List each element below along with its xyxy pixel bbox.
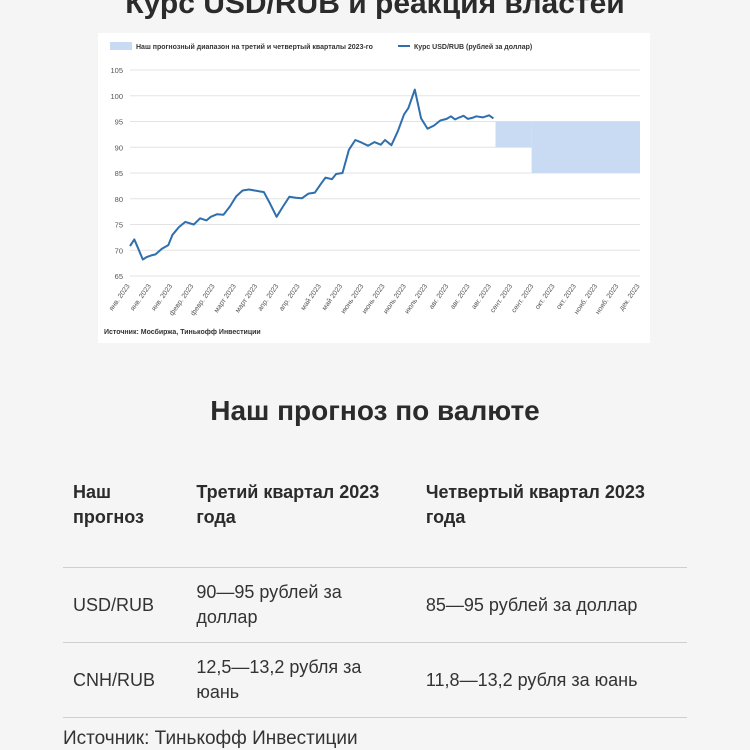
x-tick-label: авг. 2023 (428, 283, 450, 311)
table-header-cell: Наш прогноз (73, 482, 144, 527)
chart-source: Источник: Мосбиржа, Тинькофф Инвестиции (104, 328, 261, 336)
page-title: Курс USD/RUB и реакция властей (125, 0, 625, 20)
legend-band-label: Наш прогнозный диапазон на третий и четв… (136, 43, 373, 51)
table-header-cell: Четвертый квартал 2023 года (425, 482, 645, 527)
y-tick-label: 70 (115, 246, 123, 255)
forecast-section-title: Наш прогноз по валюте (210, 395, 540, 426)
forecast-table: Наш прогноз Третий квартал 2023 года Чет… (63, 470, 687, 718)
x-tick-label: май 2023 (320, 282, 344, 311)
y-tick-label: 100 (110, 92, 123, 101)
forecast-band (495, 121, 532, 148)
x-tick-label: янв. 2023 (108, 283, 131, 312)
y-tick-label: 105 (110, 66, 123, 75)
x-tick-label: июль 2023 (404, 283, 429, 315)
usd-rub-chart: Наш прогнозный диапазон на третий и четв… (104, 42, 642, 336)
table-cell: 90—95 рублей за доллар (196, 582, 342, 627)
usd-rub-series-line (129, 88, 494, 261)
table-cell: 11,8—13,2 рубля за юань (425, 669, 638, 690)
table-cell-pair: USD/RUB (73, 594, 155, 615)
x-tick-label: янв. 2023 (151, 283, 174, 312)
x-tick-label: май 2023 (299, 282, 323, 311)
y-tick-label: 85 (115, 169, 123, 178)
chart-card: Наш прогнозный диапазон на третий и четв… (98, 33, 650, 343)
y-tick-label: 75 (115, 221, 123, 230)
y-tick-label: 65 (115, 272, 123, 281)
legend-band-swatch (110, 42, 132, 50)
table-cell-pair: CNH/RUB (73, 669, 156, 690)
x-tick-label: окт. 2023 (534, 283, 556, 311)
table-row: USD/RUB 90—95 рублей за доллар 85—95 руб… (63, 568, 687, 643)
x-tick-label: янв. 2023 (129, 283, 152, 312)
forecast-band (531, 121, 640, 173)
y-tick-label: 90 (115, 143, 123, 152)
x-tick-label: окт. 2023 (556, 283, 578, 311)
x-tick-label: сент. 2023 (511, 283, 536, 314)
table-row: CNH/RUB 12,5—13,2 рубля за юань 11,8—13,… (63, 643, 687, 718)
legend-line-label: Курс USD/RUB (рублей за доллар) (414, 43, 532, 51)
table-header-row: Наш прогноз Третий квартал 2023 года Чет… (63, 470, 687, 568)
table-cell: 85—95 рублей за доллар (425, 594, 638, 615)
y-tick-label: 80 (115, 195, 123, 204)
x-tick-label: март 2023 (234, 283, 259, 314)
table-header-cell: Третий квартал 2023 года (196, 482, 380, 527)
table-cell: 12,5—13,2 рубля за юань (196, 657, 362, 702)
x-tick-label: авг. 2023 (471, 283, 493, 311)
x-tick-label: апр. 2023 (257, 283, 281, 313)
footer-source: Источник: Тинькофф Инвестиции (63, 728, 358, 749)
x-tick-label: дек. 2023 (618, 283, 641, 312)
x-tick-label: апр. 2023 (278, 283, 302, 313)
y-tick-label: 95 (115, 118, 123, 127)
x-tick-label: авг. 2023 (449, 283, 471, 311)
